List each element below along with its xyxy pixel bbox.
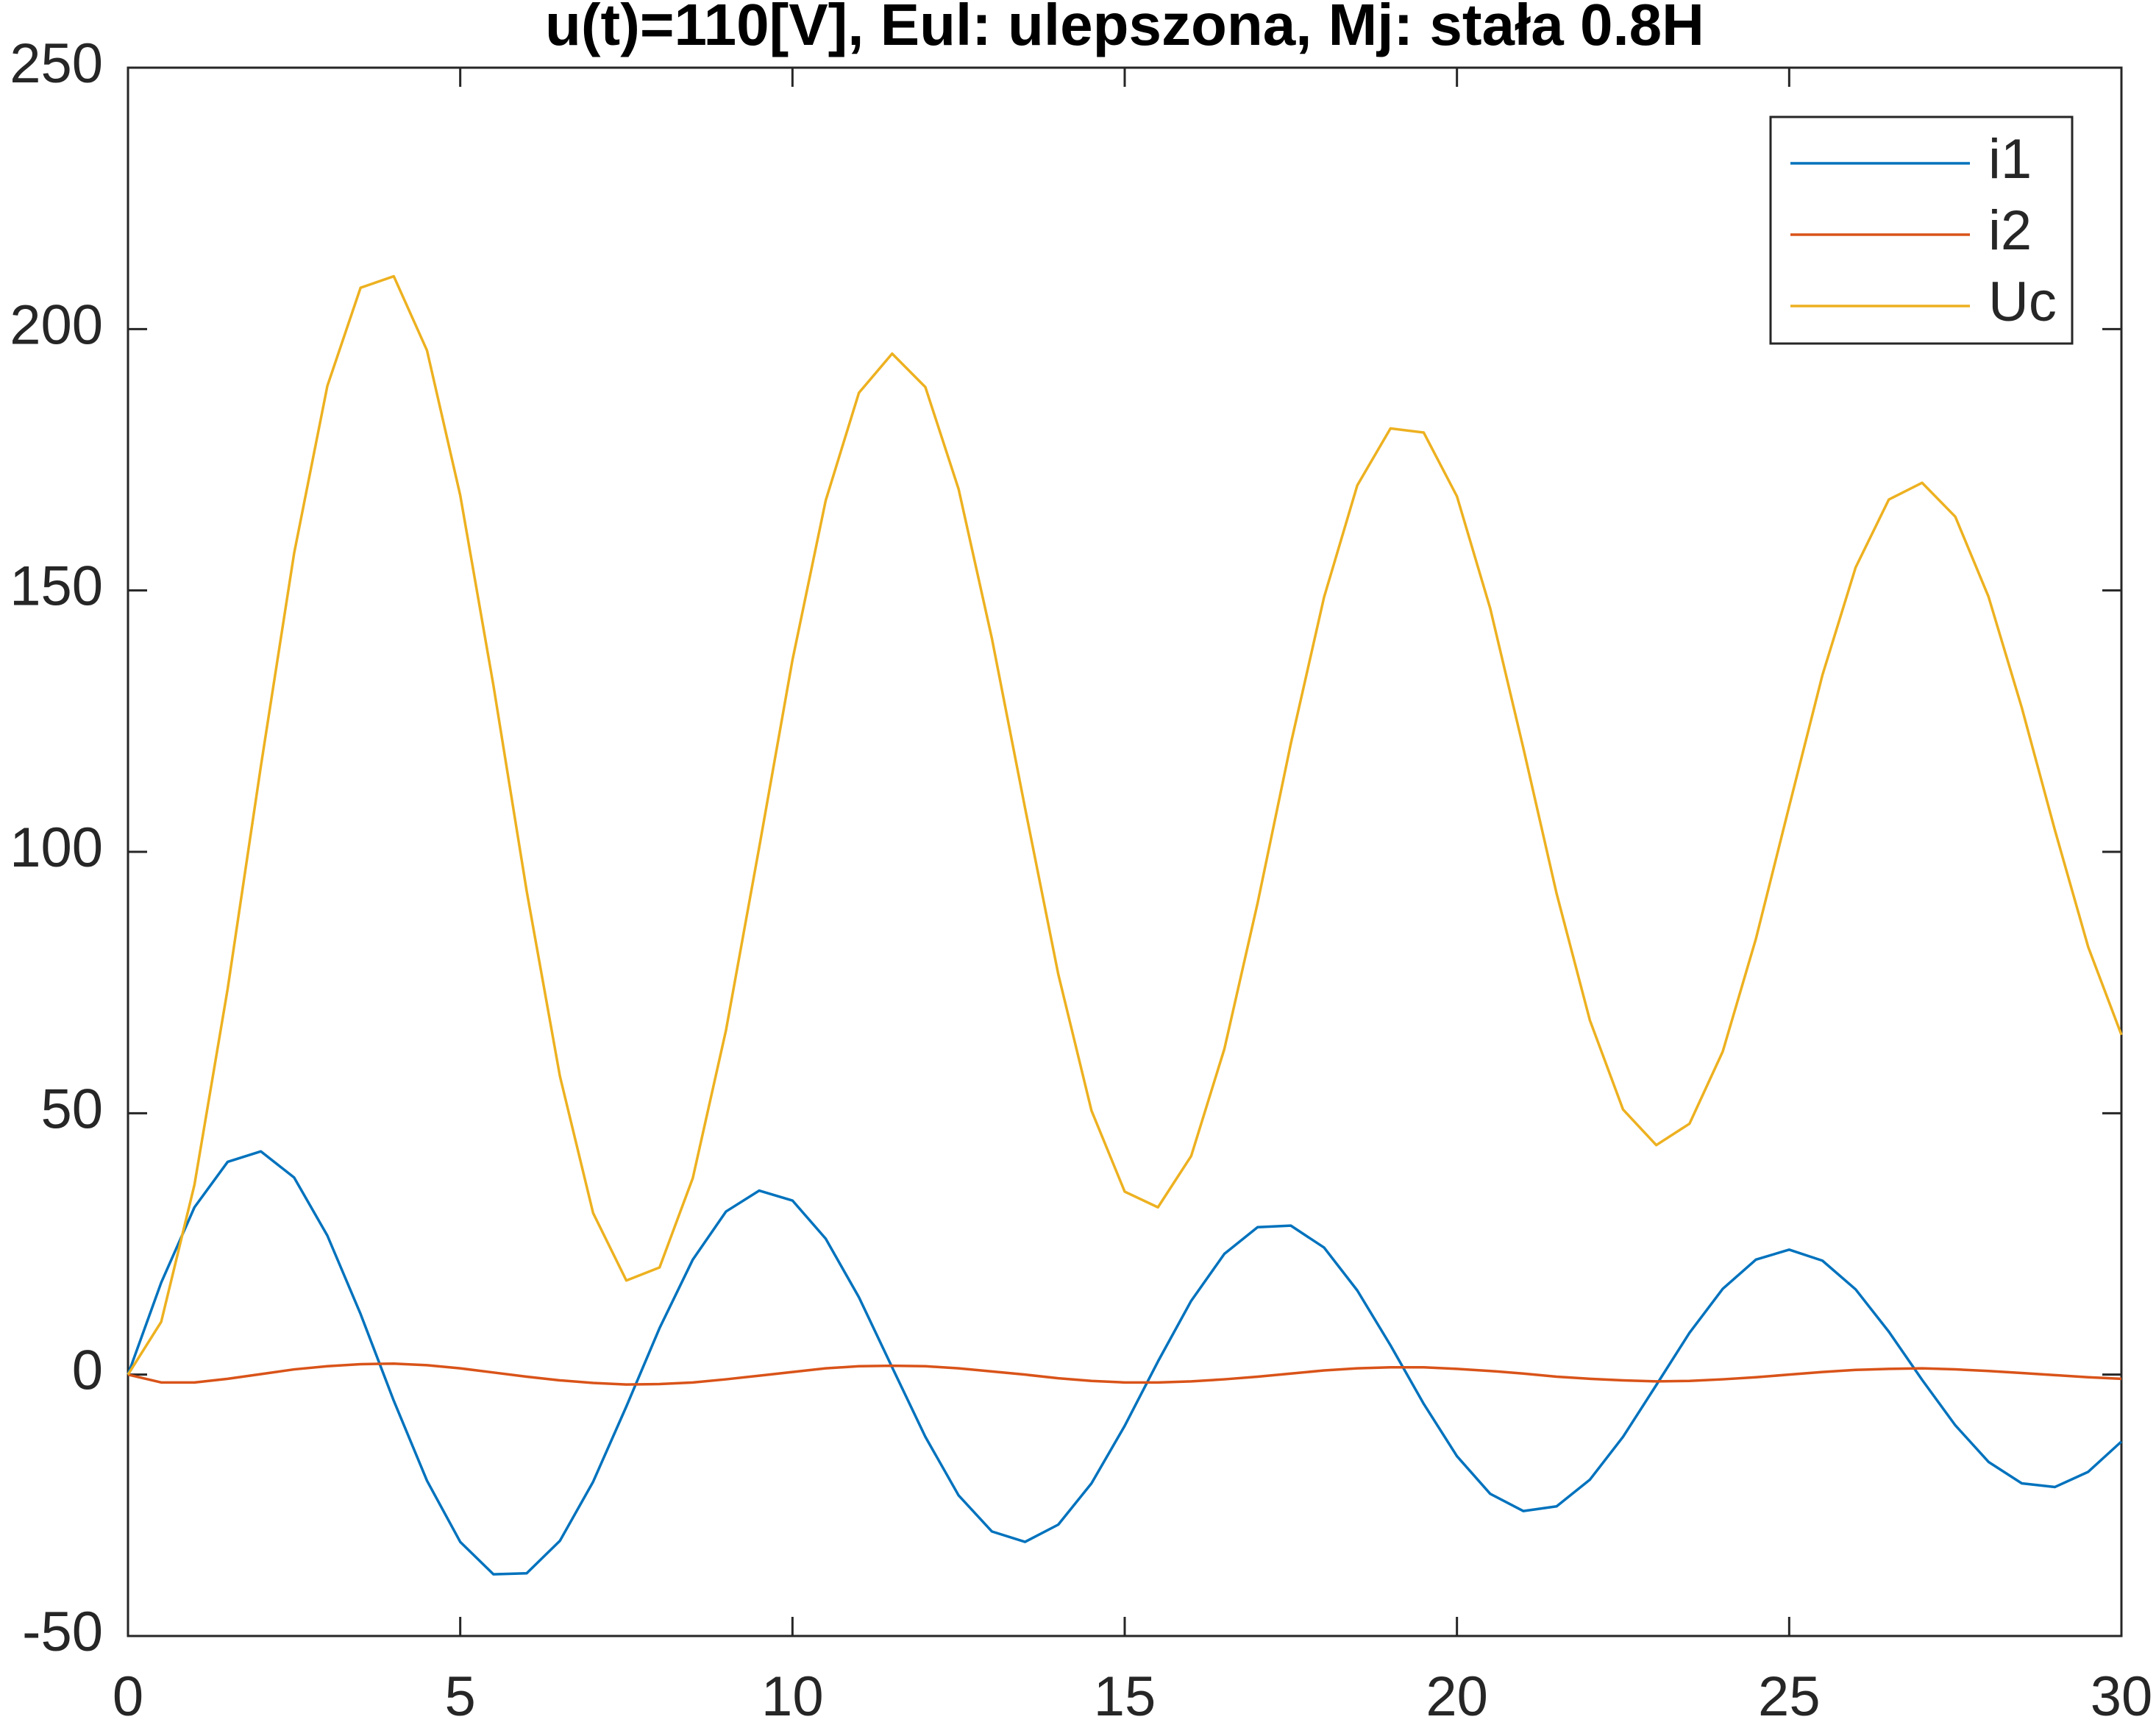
- y-tick-label: 100: [10, 817, 103, 879]
- y-tick-label: -50: [22, 1601, 103, 1663]
- series-line: [127, 1150, 2123, 1576]
- legend-label: i2: [1988, 199, 2032, 262]
- y-tick-label: 150: [10, 555, 103, 618]
- y-tick-label: 0: [72, 1340, 103, 1402]
- x-tick-label: 5: [445, 1665, 476, 1725]
- series-line: [127, 274, 2123, 1376]
- series-line: [127, 1362, 2122, 1386]
- chart-title: u(t)=110[V], Eul: ulepszona, Mj: stała 0…: [545, 0, 1704, 57]
- x-tick-label: 10: [761, 1665, 824, 1725]
- x-tick-label: 15: [1094, 1665, 1156, 1725]
- y-tick-label: 250: [10, 32, 103, 95]
- x-tick-label: 20: [1426, 1665, 1488, 1725]
- x-tick-label: 30: [2091, 1665, 2153, 1725]
- x-tick-label: 0: [113, 1665, 143, 1725]
- x-tick-label: 25: [1758, 1665, 1821, 1725]
- legend-label: i1: [1988, 128, 2032, 191]
- y-tick-label: 50: [40, 1078, 103, 1140]
- legend-label: Uc: [1988, 271, 2057, 333]
- y-tick-label: 200: [10, 294, 103, 356]
